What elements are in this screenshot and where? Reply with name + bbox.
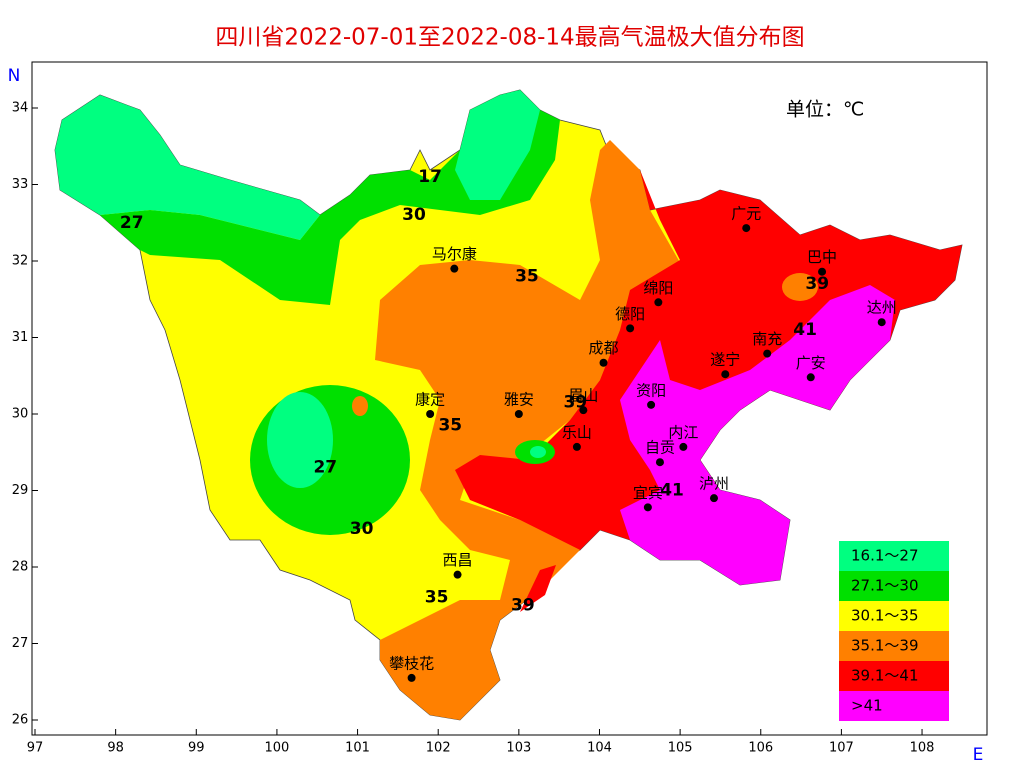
- x-tick-label: 107: [829, 741, 854, 756]
- city-dot: [877, 318, 886, 327]
- contour-label: 39: [511, 595, 535, 615]
- y-tick-label: 34: [12, 101, 29, 116]
- contour-label: 41: [793, 320, 817, 340]
- y-tick-label: 27: [12, 636, 29, 651]
- x-tick-label: 108: [910, 741, 935, 756]
- city-dot: [818, 267, 827, 276]
- legend-label: >41: [851, 697, 883, 715]
- contour-label: 17: [418, 167, 442, 187]
- city-dot: [679, 442, 688, 451]
- x-tick-label: 105: [668, 741, 693, 756]
- y-axis-label: N: [8, 66, 21, 86]
- y-tick-label: 32: [12, 254, 29, 269]
- city-dot: [806, 373, 815, 382]
- y-tick-label: 29: [12, 483, 29, 498]
- legend-label: 16.1～27: [851, 547, 919, 565]
- city-name: 攀枝花: [389, 654, 434, 672]
- y-tick-label: 28: [12, 560, 29, 575]
- x-tick-label: 99: [188, 741, 205, 756]
- city-dot: [763, 349, 772, 358]
- x-axis-label: E: [973, 745, 984, 765]
- city-name: 康定: [415, 391, 445, 409]
- y-tick-label: 26: [12, 713, 29, 728]
- city-name: 雅安: [504, 391, 534, 409]
- city-dot: [572, 442, 581, 451]
- city-name: 巴中: [807, 248, 837, 266]
- x-tick-label: 101: [345, 741, 370, 756]
- legend-label: 27.1～30: [851, 577, 919, 595]
- city-name: 南充: [752, 330, 782, 348]
- legend-label: 30.1～35: [851, 607, 919, 625]
- city-name: 乐山: [562, 423, 592, 441]
- y-tick-label: 33: [12, 177, 29, 192]
- title: 四川省2022-07-01至2022-08-14最高气温极大值分布图: [215, 25, 804, 51]
- city-name: 成都: [589, 339, 619, 357]
- x-tick-label: 103: [506, 741, 531, 756]
- x-tick-label: 106: [748, 741, 773, 756]
- city-name: 泸州: [699, 475, 729, 493]
- legend-swatch: [839, 691, 949, 721]
- city-name: 德阳: [615, 305, 645, 323]
- x-tick-label: 104: [587, 741, 612, 756]
- city-dot: [579, 406, 588, 415]
- regions: [54, 89, 963, 721]
- legend-label: 35.1～39: [851, 637, 919, 655]
- city-name: 西昌: [443, 551, 473, 569]
- city-name: 广元: [731, 205, 761, 223]
- city-dot: [742, 224, 751, 233]
- contour-label: 30: [350, 519, 374, 539]
- city-dot: [643, 503, 652, 512]
- x-tick-label: 98: [107, 741, 124, 756]
- city-name: 眉山: [568, 387, 598, 405]
- city-dot: [453, 570, 462, 579]
- legend-swatch: [839, 661, 949, 691]
- contour-label: 30: [402, 205, 426, 225]
- city-dot: [721, 370, 730, 379]
- legend-swatch: [839, 631, 949, 661]
- city-name: 达州: [867, 299, 897, 317]
- legend-swatch: [839, 601, 949, 631]
- x-tick-label: 102: [426, 741, 451, 756]
- y-tick-label: 30: [12, 407, 29, 422]
- city-dot: [426, 410, 435, 418]
- city-name: 资阳: [636, 381, 666, 399]
- city-dot: [647, 400, 656, 409]
- city-dot: [655, 458, 664, 467]
- city-dot: [514, 410, 523, 418]
- city-name: 广安: [796, 354, 826, 372]
- city-dot: [626, 324, 635, 333]
- city-dot: [599, 358, 608, 367]
- contour-label: 35: [425, 588, 449, 608]
- city-dot: [654, 298, 663, 307]
- y-tick-label: 31: [12, 330, 29, 345]
- city-name: 内江: [668, 423, 698, 441]
- city-dot: [450, 264, 459, 273]
- contour-label: 41: [660, 481, 684, 501]
- x-tick-label: 97: [27, 741, 44, 756]
- city-name: 马尔康: [432, 245, 477, 263]
- city-dot: [407, 673, 416, 682]
- city-name: 遂宁: [710, 351, 740, 369]
- city-dot: [709, 494, 718, 503]
- contour-label: 35: [515, 266, 539, 286]
- legend-swatch: [839, 541, 949, 571]
- unit: 单位：℃: [786, 99, 864, 121]
- legend-label: 39.1～41: [851, 667, 919, 685]
- contour-label: 27: [120, 213, 144, 233]
- city-name: 绵阳: [643, 279, 673, 297]
- contour-label: 39: [805, 274, 829, 294]
- legend-swatch: [839, 571, 949, 601]
- city-name: 自贡: [645, 439, 675, 457]
- contour-label: 35: [438, 415, 462, 435]
- x-tick-label: 100: [265, 741, 290, 756]
- contour-label: 27: [313, 458, 337, 478]
- city-name: 宜宾: [633, 484, 663, 502]
